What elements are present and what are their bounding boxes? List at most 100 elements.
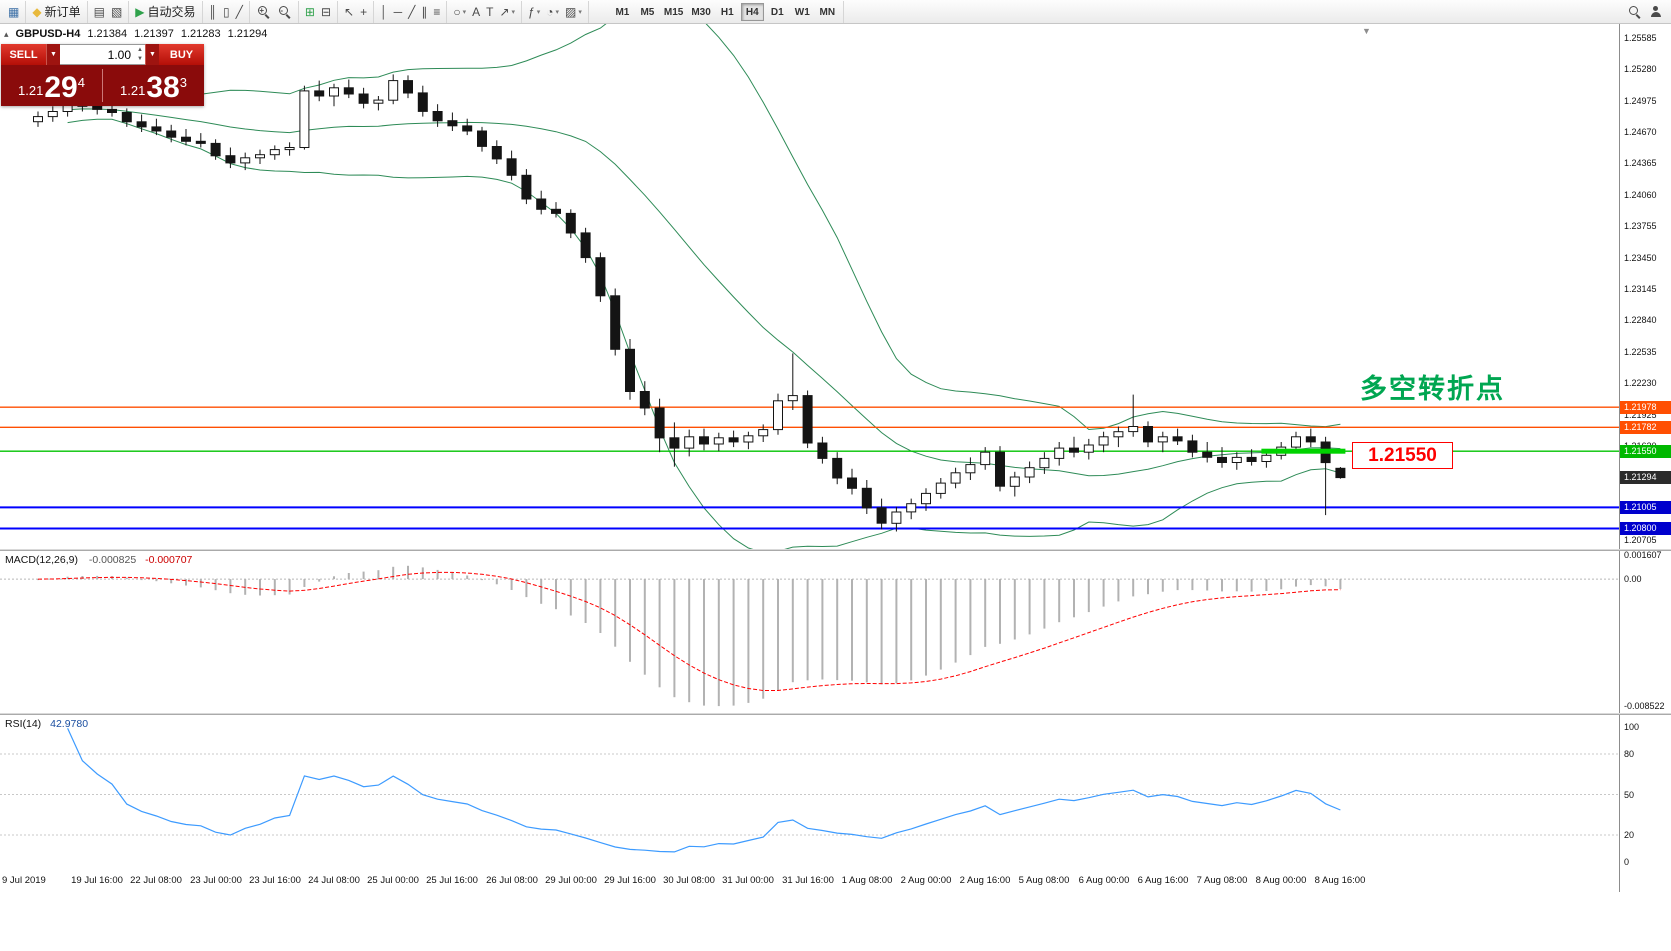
zoom-in-icon: + [256, 4, 271, 19]
rsi-canvas[interactable] [0, 715, 1619, 866]
macd-canvas[interactable] [0, 551, 1619, 713]
profiles-icon[interactable]: ▧ [108, 2, 125, 22]
zoom-in-icon[interactable]: + [253, 2, 274, 22]
toolbar: ▦ ◆ 新订单 ▤ ▧ ▶ 自动交易 ║ ▯ ╱ + - ⊞ ⊟ ↖ + │ ─ ╱ ∥ ≡ ○ ▾ A T ↗ ▾ ƒ ▾ ◔ ▾ ▨ ▾ M1… [0, 0, 1671, 24]
chevron-down-icon: ▾ [462, 8, 467, 16]
price-axis[interactable]: 1.25585 1.25280 1.24975 1.24670 1.24365 1.240… [1619, 24, 1671, 892]
shapes-icon[interactable]: ○ ▾ [450, 2, 469, 22]
autotrading-icon: ▶ [135, 4, 145, 19]
price-tick: 1.23755 [1624, 221, 1657, 231]
sell-options-caret-icon[interactable]: ▼ [46, 44, 60, 65]
timeframe-h1[interactable]: H1 [720, 6, 734, 18]
time-label: 6 Aug 00:00 [1078, 875, 1130, 886]
time-label: 1 Aug 08:00 [841, 875, 893, 886]
volume-spinner[interactable]: ▲ ▼ [137, 47, 143, 62]
price-tick: 1.21925 [1624, 410, 1657, 420]
timeframe-m30[interactable]: M30 [691, 6, 711, 18]
macd-value-signal: -0.000707 [145, 554, 193, 566]
macd-histogram [37, 565, 1342, 707]
time-label: 29 Jul 00:00 [545, 875, 597, 886]
vertical-line-icon[interactable]: │ [377, 2, 391, 22]
indicators-icon[interactable]: ƒ ▾ [525, 2, 543, 22]
buy-options-caret-icon[interactable]: ▼ [145, 44, 159, 65]
price-tick: 1.23450 [1624, 253, 1657, 263]
tile-windows-icon: ⊞ [304, 4, 315, 19]
chevron-down-icon: ▾ [511, 8, 516, 16]
arrows-icon[interactable]: ↗ ▾ [496, 2, 518, 22]
time-label: 2 Aug 16:00 [959, 875, 1011, 886]
autotrading-button[interactable]: ▶ 自动交易 [132, 2, 198, 22]
timeframe-m1[interactable]: M1 [615, 6, 630, 18]
price-chart-canvas[interactable] [0, 24, 1619, 549]
label-icon[interactable]: T [483, 2, 496, 22]
chart-candles-icon[interactable]: ▯ [220, 2, 233, 22]
search-icon[interactable] [1627, 4, 1642, 19]
terminal-icon[interactable]: ▦ [5, 2, 22, 22]
rsi-panel[interactable]: RSI(14) 42.9780 [0, 715, 1619, 866]
chevron-down-icon: ▾ [536, 8, 541, 16]
rsi-scale-label: 100 [1624, 722, 1640, 732]
channel-icon[interactable]: ∥ [418, 2, 430, 22]
price-tick: 1.24060 [1624, 190, 1657, 200]
panel-splitter[interactable] [0, 713, 1671, 715]
tile-windows-icon[interactable]: ⊞ [302, 2, 318, 22]
text-icon: A [472, 4, 481, 19]
buy-price[interactable]: 1.21 38 3 [120, 71, 187, 104]
buy-button[interactable]: BUY [159, 44, 204, 65]
trendline-icon[interactable]: ╱ [405, 2, 418, 22]
chart-window-icon[interactable]: ▤ [91, 2, 108, 22]
chart-line-icon[interactable]: ╱ [233, 2, 246, 22]
chart-line-icon: ╱ [235, 4, 243, 19]
timeframe-m15[interactable]: M15 [663, 6, 684, 18]
macd-panel[interactable]: MACD(12,26,9) -0.000825 -0.000707 [0, 551, 1619, 713]
panel-splitter[interactable] [0, 549, 1671, 551]
new-order-icon: ◆ [32, 4, 42, 19]
price-line-label: 1.21782 [1620, 421, 1671, 434]
trade-panel-divider [102, 69, 103, 102]
new-order-button[interactable]: ◆ 新订单 [29, 2, 83, 22]
price-tick: 1.23145 [1624, 284, 1657, 294]
timeframe-h4[interactable]: H4 [740, 2, 764, 21]
zoom-out-icon[interactable]: - [274, 2, 295, 22]
zoom-out-icon: - [277, 4, 292, 19]
crosshair-icon[interactable]: + [357, 2, 370, 22]
macd-value-main: -0.000825 [88, 554, 137, 566]
cursor-icon[interactable]: ↖ [341, 2, 357, 22]
support-highlight-segment[interactable] [1261, 448, 1346, 454]
templates-icon[interactable]: ▨ ▾ [562, 2, 585, 22]
macd-scale-label: 0.001607 [1624, 550, 1662, 560]
fibonacci-icon[interactable]: ≡ [430, 2, 443, 22]
time-label: 30 Jul 08:00 [663, 875, 715, 886]
volume-input[interactable]: 1.00 ▲ ▼ [60, 44, 145, 65]
community-icon[interactable] [1648, 4, 1663, 19]
chevron-down-icon: ▾ [555, 8, 560, 16]
timeframe-mn[interactable]: MN [819, 6, 836, 18]
channel-icon: ∥ [421, 4, 428, 19]
horizontal-lines-layer[interactable] [0, 406, 1619, 530]
annotation-price-label[interactable]: 1.21550 [1352, 442, 1453, 469]
cascade-windows-icon[interactable]: ⊟ [318, 2, 334, 22]
time-axis[interactable]: 9 Jul 2019 19 Jul 16:00 22 Jul 08:00 23 Jul… [0, 866, 1619, 892]
horizontal-line-icon[interactable]: ─ [391, 2, 406, 22]
terminal-icon: ▦ [8, 4, 20, 19]
crosshair-icon: + [360, 4, 368, 19]
timeframe-d1[interactable]: D1 [770, 6, 784, 18]
timeframe-m5[interactable]: M5 [640, 6, 655, 18]
annotation-turning-point[interactable]: 多空转折点 [1360, 374, 1505, 404]
time-label: 8 Aug 16:00 [1314, 875, 1366, 886]
rsi-scale-label: 50 [1624, 790, 1635, 800]
periods-icon: ◔ [546, 4, 554, 19]
sell-button[interactable]: SELL [1, 44, 46, 65]
chart-bars-icon: ║ [208, 4, 218, 19]
timeframe-w1[interactable]: W1 [794, 6, 810, 18]
chart-bars-icon[interactable]: ║ [206, 2, 221, 22]
time-label: 25 Jul 00:00 [367, 875, 419, 886]
chart-area[interactable]: ▴ GBPUSD-H4 1.21384 1.21397 1.21283 1.21… [0, 24, 1619, 549]
ohlc-open: 1.21384 [87, 28, 128, 40]
trade-panel-toggle-icon[interactable]: ▴ [4, 28, 9, 39]
cascade-windows-icon: ⊟ [320, 4, 332, 19]
text-icon[interactable]: A [469, 2, 483, 22]
price-tick: 1.24670 [1624, 127, 1657, 137]
sell-price[interactable]: 1.21 29 4 [18, 71, 85, 104]
periods-icon[interactable]: ◔ ▾ [543, 2, 562, 22]
